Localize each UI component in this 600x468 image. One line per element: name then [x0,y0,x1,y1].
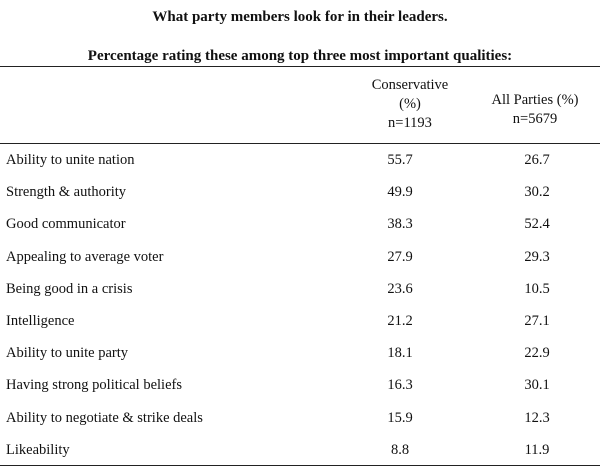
conservative-value: 49.9 [387,184,413,201]
all-parties-value: 12.3 [524,409,550,426]
table-row: Appealing to average voter 27.9 29.3 [0,241,600,273]
conservative-value: 55.7 [387,152,413,168]
row-label: Being good in a crisis [6,280,133,297]
all-parties-value: 29.3 [524,248,550,265]
all-parties-value: 22.9 [524,345,550,362]
table-row: Likeability 8.8 11.9 [0,434,600,466]
bottom-rule [0,465,600,466]
table-row: Ability to unite nation 55.7 26.7 [0,144,600,176]
all-parties-value: 30.1 [524,377,550,394]
table-row: Having strong political beliefs 16.3 30.… [0,369,600,401]
table-row: Strength & authority 49.9 30.2 [0,176,600,208]
table-body: Ability to unite nation 55.7 26.7 Streng… [0,144,600,466]
row-label: Strength & authority [6,184,127,201]
column-header-line: n=5679 [512,111,558,127]
column-header-all-parties: All Parties (%) n=5679 [470,91,600,129]
all-parties-value: 26.7 [524,152,550,168]
column-header-line: All Parties (%) [491,92,579,108]
row-label: Having strong political beliefs [6,377,182,394]
table-title: What party members look for in their lea… [152,9,448,25]
all-parties-value: 10.5 [524,280,550,297]
all-parties-value: 52.4 [524,216,550,233]
row-label: Ability to unite nation [6,152,135,168]
table-row: Intelligence 21.2 27.1 [0,305,600,337]
table-row: Ability to negotiate & strike deals 15.9… [0,402,600,434]
conservative-value: 8.8 [390,441,410,458]
conservative-value: 18.1 [387,345,413,362]
all-parties-value: 11.9 [524,441,550,458]
column-header-conservative: Conservative (%) n=1193 [340,76,480,133]
header-rule [0,143,600,144]
row-label: Intelligence [6,312,75,329]
table-row: Being good in a crisis 23.6 10.5 [0,273,600,305]
top-rule [0,66,600,67]
all-parties-value: 30.2 [524,184,550,201]
row-label: Ability to unite party [6,345,129,362]
conservative-value: 15.9 [387,409,413,426]
column-header-line: n=1193 [388,115,432,131]
column-header-line: (%) [399,96,421,112]
conservative-value: 38.3 [387,216,413,233]
conservative-value: 21.2 [387,312,413,329]
column-header-line: Conservative [371,77,449,93]
table-row: Ability to unite party 18.1 22.9 [0,337,600,369]
row-label: Good communicator [6,216,126,233]
all-parties-value: 27.1 [524,312,550,329]
conservative-value: 23.6 [387,280,413,297]
row-label: Appealing to average voter [6,248,164,265]
row-label: Likeability [6,441,70,458]
conservative-value: 27.9 [387,248,413,265]
row-label: Ability to negotiate & strike deals [6,409,203,426]
conservative-value: 16.3 [387,377,413,394]
table-subtitle: Percentage rating these among top three … [87,48,513,64]
table-row: Good communicator 38.3 52.4 [0,208,600,240]
